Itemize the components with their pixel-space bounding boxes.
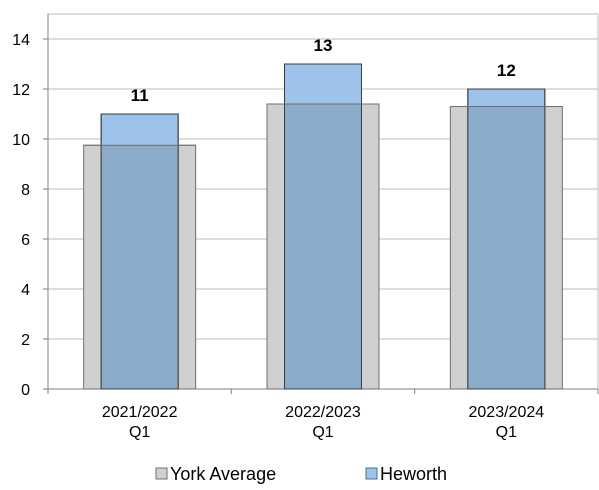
x-category-label: Q1 — [312, 424, 333, 441]
y-tick-label: 4 — [21, 282, 30, 299]
bar-heworth-outline — [284, 63, 362, 390]
x-category-label: 2021/2022 — [102, 404, 178, 421]
legend-swatch-heworth — [365, 467, 378, 480]
y-tick-label: 2 — [21, 332, 30, 349]
x-category-label: Q1 — [129, 424, 150, 441]
bar-overlap — [101, 145, 179, 389]
bar-overlap — [284, 104, 362, 389]
y-tick-label: 0 — [21, 382, 30, 399]
data-label-heworth: 12 — [497, 61, 516, 80]
x-category-label: Q1 — [496, 424, 517, 441]
y-tick-label: 12 — [12, 82, 30, 99]
y-tick-label: 10 — [12, 132, 30, 149]
legend-label-york-average: York Average — [170, 464, 276, 484]
bar-heworth-outline — [467, 88, 546, 390]
legend-swatch-york-average — [155, 467, 168, 480]
bar-heworth-outline — [100, 113, 179, 390]
data-label-heworth: 11 — [131, 86, 149, 105]
y-tick-label: 6 — [21, 232, 30, 249]
y-tick-label: 8 — [21, 182, 30, 199]
legend-label-heworth: Heworth — [380, 464, 447, 484]
x-category-label: 2023/2024 — [469, 404, 545, 421]
bar-overlap — [467, 106, 545, 389]
data-label-heworth: 13 — [314, 36, 333, 55]
x-category-label: 2022/2023 — [285, 404, 361, 421]
y-tick-label: 14 — [12, 32, 30, 49]
